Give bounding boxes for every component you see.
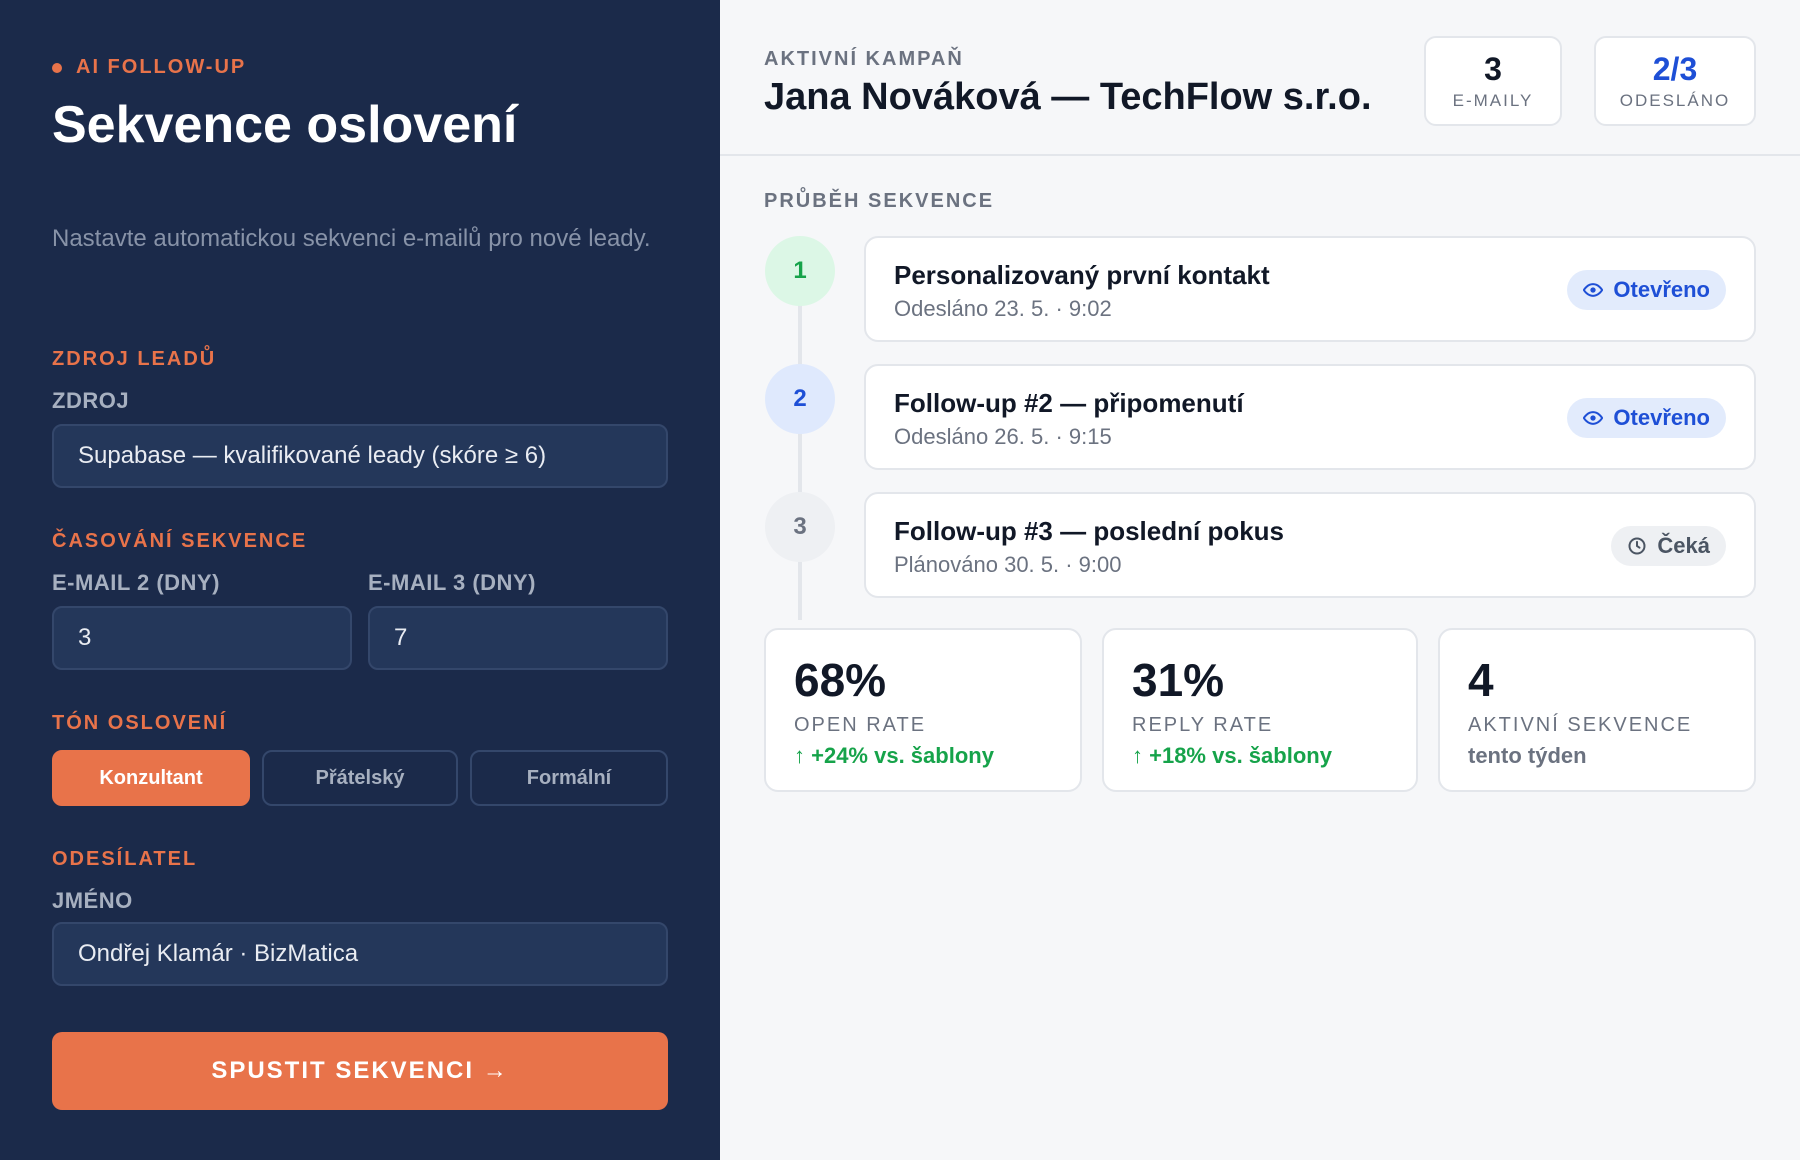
step-card-3[interactable]: Follow-up #3 — poslední pokus Plánováno …	[864, 492, 1756, 598]
lead-source-section-label: ZDROJ LEADŮ	[52, 348, 217, 370]
settings-sidebar: AI FOLLOW-UP Sekvence oslovení Nastavte …	[0, 0, 720, 1160]
stat-emails-label: E-MAILY	[1452, 91, 1534, 110]
campaign-header: AKTIVNÍ KAMPAŇ Jana Nováková — TechFlow …	[720, 0, 1800, 156]
stat-sent-value: 2/3	[1652, 51, 1698, 87]
stat-emails: 3 E-MAILY	[1424, 36, 1562, 126]
metric-open-rate: 68% OPEN RATE ↑ +24% vs. šablony	[764, 628, 1082, 792]
metric-reply-rate-label: REPLY RATE	[1132, 714, 1274, 736]
metric-open-rate-delta: ↑ +24% vs. šablony	[794, 743, 994, 768]
eye-icon	[1583, 280, 1604, 300]
progress-label: PRŮBĚH SEKVENCE	[764, 190, 995, 212]
eyebrow-text: AI FOLLOW-UP	[76, 56, 247, 78]
step-card-2[interactable]: Follow-up #2 — připomenutí Odesláno 26. …	[864, 364, 1756, 470]
start-sequence-button[interactable]: SPUSTIT SEKVENCI →	[52, 1032, 668, 1110]
campaign-label: AKTIVNÍ KAMPAŇ	[764, 48, 964, 70]
page-title: Sekvence oslovení	[52, 96, 518, 154]
metric-active-sequences-label: AKTIVNÍ SEKVENCE	[1468, 714, 1693, 736]
metric-open-rate-value: 68%	[794, 654, 887, 706]
sender-section-label: ODESÍLATEL	[52, 848, 198, 870]
tone-section-label: TÓN OSLOVENÍ	[52, 712, 228, 734]
step-2-meta: Odesláno 26. 5. · 9:15	[894, 424, 1112, 449]
sender-name-input[interactable]: Ondřej Klamár · BizMatica	[52, 922, 668, 986]
email3-days-label: E-MAIL 3 (DNY)	[368, 570, 536, 595]
metric-active-sequences-value: 4	[1468, 654, 1494, 706]
timeline-line	[798, 270, 802, 620]
step-3-status-text: Čeká	[1657, 533, 1710, 558]
lead-source-field-label: ZDROJ	[52, 388, 130, 413]
step-2-circle: 2	[765, 364, 835, 434]
stat-sent: 2/3 ODESLÁNO	[1594, 36, 1756, 126]
step-2-title: Follow-up #2 — připomenutí	[894, 388, 1244, 418]
stat-sent-label: ODESLÁNO	[1619, 91, 1731, 110]
step-3-meta: Plánováno 30. 5. · 9:00	[894, 552, 1122, 577]
sender-name-label: JMÉNO	[52, 888, 133, 913]
step-1-status-text: Otevřeno	[1613, 277, 1710, 302]
email3-days-input[interactable]: 7	[368, 606, 668, 670]
step-2-status-badge: Otevřeno	[1567, 398, 1726, 438]
metric-active-sequences: 4 AKTIVNÍ SEKVENCE tento týden	[1438, 628, 1756, 792]
tone-option-formalni[interactable]: Formální	[470, 750, 668, 806]
eye-icon	[1583, 408, 1604, 428]
step-1-status-badge: Otevřeno	[1567, 270, 1726, 310]
step-3-status-badge: Čeká	[1611, 526, 1726, 566]
tone-option-konzultant[interactable]: Konzultant	[52, 750, 250, 806]
step-1-circle: 1	[765, 236, 835, 306]
metric-open-rate-label: OPEN RATE	[794, 714, 927, 736]
status-dot-icon	[52, 62, 62, 73]
metric-reply-rate-value: 31%	[1132, 654, 1225, 706]
campaign-panel: AKTIVNÍ KAMPAŇ Jana Nováková — TechFlow …	[720, 0, 1800, 1160]
metric-active-sequences-delta: tento týden	[1468, 743, 1587, 768]
step-3-title: Follow-up #3 — poslední pokus	[894, 516, 1285, 546]
lead-source-select[interactable]: Supabase — kvalifikované leady (skóre ≥ …	[52, 424, 668, 488]
step-2-status-text: Otevřeno	[1613, 405, 1710, 430]
timing-section-label: ČASOVÁNÍ SEKVENCE	[52, 530, 308, 552]
email2-days-label: E-MAIL 2 (DNY)	[52, 570, 220, 595]
campaign-name: Jana Nováková — TechFlow s.r.o.	[764, 76, 1372, 118]
step-card-1[interactable]: Personalizovaný první kontakt Odesláno 2…	[864, 236, 1756, 342]
metric-reply-rate-delta: ↑ +18% vs. šablony	[1132, 743, 1332, 768]
step-3-circle: 3	[765, 492, 835, 562]
metric-reply-rate: 31% REPLY RATE ↑ +18% vs. šablony	[1102, 628, 1418, 792]
step-1-meta: Odesláno 23. 5. · 9:02	[894, 296, 1112, 321]
stat-emails-value: 3	[1484, 51, 1502, 87]
sidebar-eyebrow: AI FOLLOW-UP	[52, 56, 246, 79]
tone-option-pratelsky[interactable]: Přátelský	[262, 750, 458, 806]
clock-icon	[1627, 536, 1647, 556]
email2-days-input[interactable]: 3	[52, 606, 352, 670]
step-1-title: Personalizovaný první kontakt	[894, 260, 1270, 290]
page-subtitle: Nastavte automatickou sekvenci e-mailů p…	[52, 225, 651, 252]
